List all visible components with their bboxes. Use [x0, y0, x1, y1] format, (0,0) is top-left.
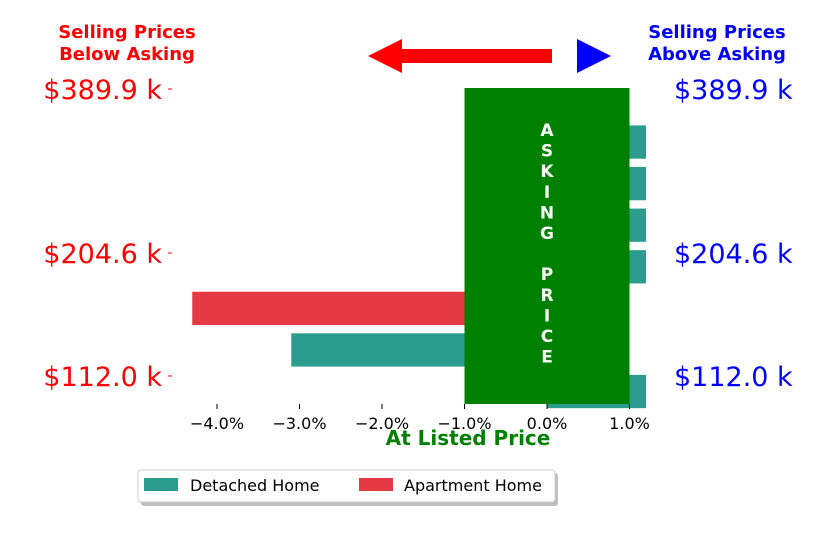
legend-swatch-detached [144, 478, 178, 491]
legend: Detached Home Apartment Home [137, 469, 558, 506]
legend-label-detached: Detached Home [190, 476, 320, 495]
y-tick-label-left-0: $389.9 k [43, 75, 162, 106]
x-axis: −4.0% −3.0% −2.0% −1.0% 0.0% 1.0% [190, 404, 650, 433]
x-axis-label: At Listed Price [386, 426, 551, 450]
x-tick-label-3: −1.0% [437, 414, 491, 433]
asking-letter-4: N [540, 203, 554, 223]
x-tick-label-4: 0.0% [527, 414, 568, 433]
asking-letter-1: S [541, 142, 553, 162]
asking-letter-11: E [541, 348, 553, 368]
x-tick-label-0: −4.0% [190, 414, 244, 433]
asking-letter-10: C [541, 327, 553, 347]
asking-letter-9: I [544, 306, 550, 326]
y-tick-label-left-2: $112.0 k [43, 362, 162, 393]
y-tick-label-left-1: $204.6 k [43, 239, 162, 270]
x-tick-label-2: −2.0% [355, 414, 409, 433]
left-header-line1: Selling Prices [58, 22, 195, 43]
asking-letter-0: A [540, 121, 554, 141]
asking-letter-2: K [540, 162, 554, 182]
asking-price-box [464, 88, 630, 404]
asking-letter-7: P [541, 265, 553, 285]
y-tick-label-right-0: $389.9 k [674, 75, 793, 106]
left-header-line2: Below Asking [59, 44, 195, 65]
legend-swatch-apartment [359, 478, 393, 491]
x-tick-label-1: −3.0% [272, 414, 326, 433]
y-tick-label-right-2: $112.0 k [674, 362, 793, 393]
x-tick-label-5: 1.0% [609, 414, 650, 433]
left-arrow-icon [368, 39, 552, 73]
y-tick-label-right-1: $204.6 k [674, 239, 793, 270]
right-header-line1: Selling Prices [648, 22, 785, 43]
y-tick-labels: $389.9 k $204.6 k $112.0 k $389.9 k $204.6 k… [43, 75, 793, 393]
right-header-line2: Above Asking [648, 44, 786, 65]
asking-letter-8: R [540, 286, 553, 306]
right-arrow-icon [577, 39, 611, 73]
asking-letter-3: I [544, 183, 550, 203]
legend-label-apartment: Apartment Home [404, 476, 542, 495]
asking-letter-5: G [540, 224, 554, 244]
